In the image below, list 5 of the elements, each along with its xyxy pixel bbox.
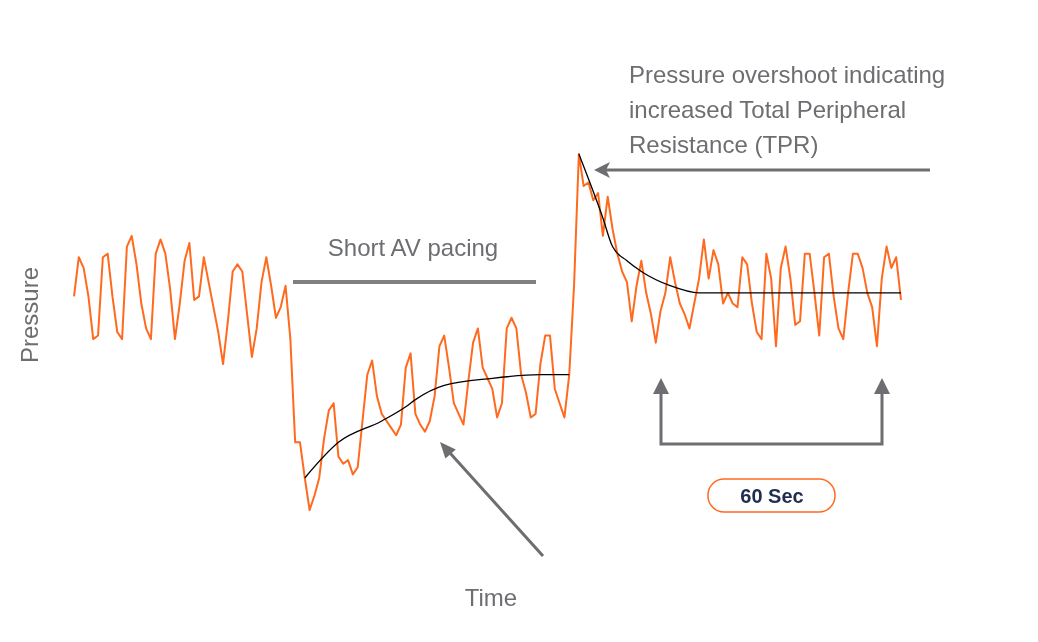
annotation: Short AV pacing: [327, 234, 499, 261]
y-axis-title: Pressure: [16, 266, 43, 364]
annotation: 60 Sec: [740, 485, 804, 507]
x-axis-title: Time: [464, 584, 518, 611]
annotation: Pressure overshoot indicating increased Total Peripheral Resistance (TPR): [629, 61, 946, 158]
